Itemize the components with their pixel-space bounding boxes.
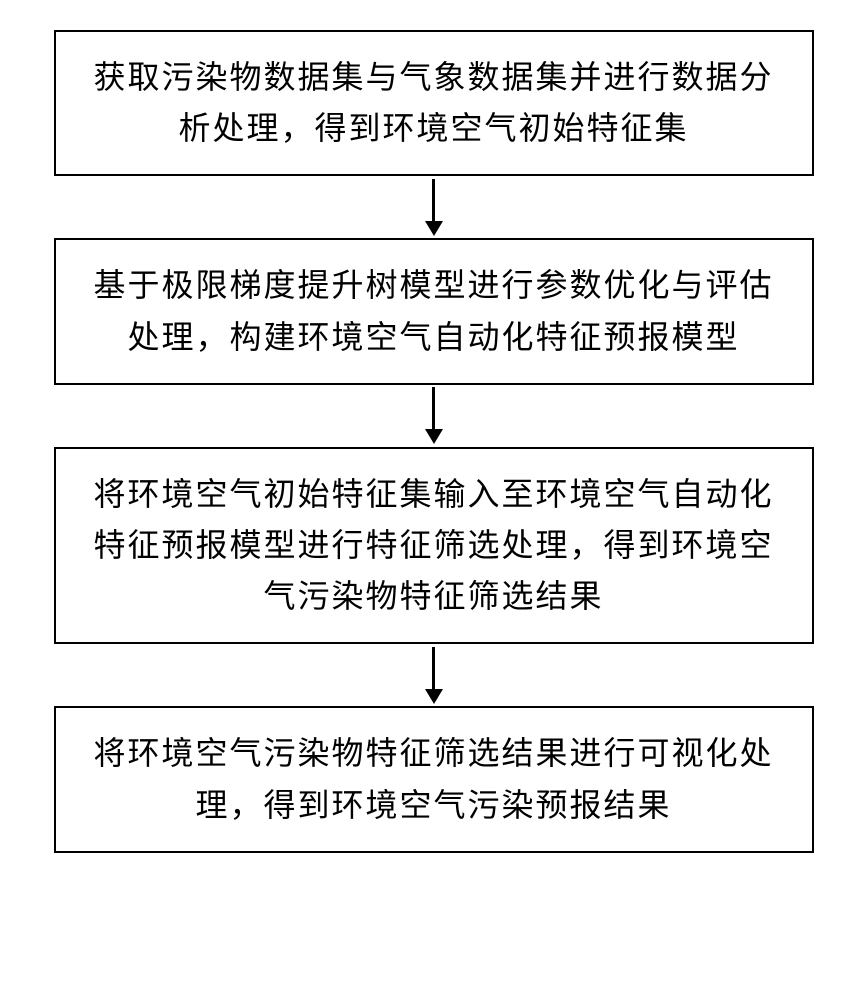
flowchart-step-2: 基于极限梯度提升树模型进行参数优化与评估处理，构建环境空气自动化特征预报模型 [54,238,814,384]
step-1-text: 获取污染物数据集与气象数据集并进行数据分析处理，得到环境空气初始特征集 [86,52,782,154]
step-2-text: 基于极限梯度提升树模型进行参数优化与评估处理，构建环境空气自动化特征预报模型 [86,260,782,362]
arrow-1 [425,176,443,238]
step-3-text: 将环境空气初始特征集输入至环境空气自动化特征预报模型进行特征筛选处理，得到环境空… [86,469,782,623]
flowchart-container: 获取污染物数据集与气象数据集并进行数据分析处理，得到环境空气初始特征集 基于极限… [0,30,867,853]
arrow-head-icon [425,221,443,236]
flowchart-step-3: 将环境空气初始特征集输入至环境空气自动化特征预报模型进行特征筛选处理，得到环境空… [54,447,814,645]
step-4-text: 将环境空气污染物特征筛选结果进行可视化处理，得到环境空气污染预报结果 [86,728,782,830]
arrow-head-icon [425,429,443,444]
arrow-line-icon [432,647,435,689]
flowchart-step-4: 将环境空气污染物特征筛选结果进行可视化处理，得到环境空气污染预报结果 [54,706,814,852]
arrow-2 [425,385,443,447]
arrow-line-icon [432,179,435,221]
arrow-head-icon [425,689,443,704]
arrow-3 [425,644,443,706]
flowchart-step-1: 获取污染物数据集与气象数据集并进行数据分析处理，得到环境空气初始特征集 [54,30,814,176]
arrow-line-icon [432,387,435,429]
